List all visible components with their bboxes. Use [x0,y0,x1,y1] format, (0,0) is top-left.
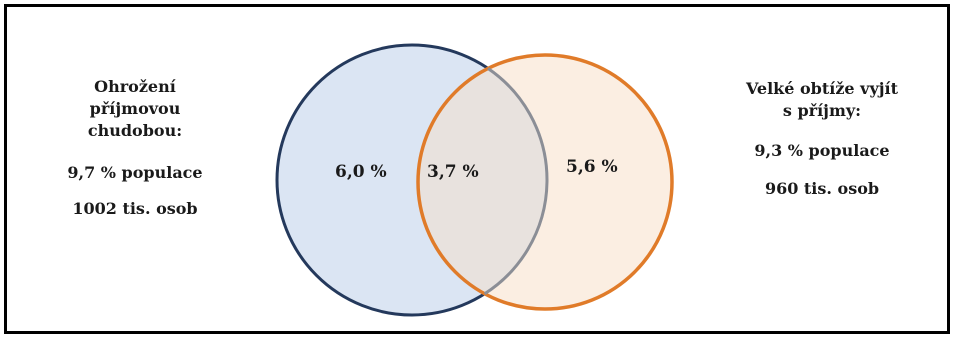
left-only-value: 6,0 % [335,162,387,182]
overlap-region [418,55,547,309]
left-group-title-line-3: chudobou: [87,121,183,140]
right-group-title-line-1: Velké obtíže vyjít [745,79,899,98]
right-group-population-share: 9,3 % populace [754,141,890,160]
left-group-description: Ohrožení příjmovou chudobou: 9,7 % popul… [40,76,230,220]
right-group-title-line-2: s příjmy: [782,101,862,120]
left-circle-arc-in-overlap [483,67,549,296]
right-circle-outline [416,53,674,311]
left-group-population-share: 9,7 % populace [67,163,203,182]
right-group-persons: 960 tis. osob [764,179,880,198]
right-only-value: 5,6 % [566,157,618,177]
left-group-title-line-1: Ohrožení [94,77,176,96]
right-group-description: Velké obtíže vyjít s příjmy: 9,3 % popul… [722,78,922,200]
left-group-title-line-2: příjmovou [89,99,181,118]
overlap-value: 3,7 % [427,162,479,182]
left-group-persons: 1002 tis. osob [72,199,198,218]
